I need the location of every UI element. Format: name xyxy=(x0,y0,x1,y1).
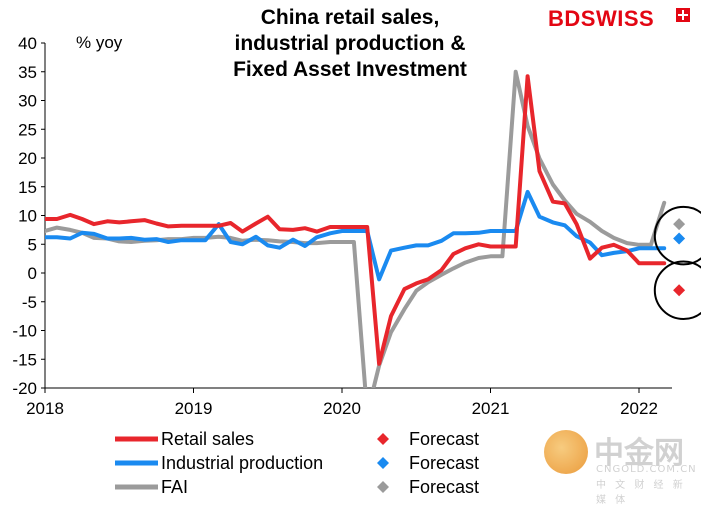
forecast-marker-fai xyxy=(673,218,686,231)
chart-title-line: industrial production & xyxy=(235,32,466,55)
x-tick-label: 2020 xyxy=(323,399,361,418)
y-tick-label: -15 xyxy=(12,350,37,369)
series-line-retail xyxy=(45,74,667,366)
chart-title-line: China retail sales, xyxy=(261,6,440,29)
legend-forecast-label-fai: Forecast xyxy=(409,477,479,497)
y-tick-label: 40 xyxy=(18,34,37,53)
x-tick-label: 2022 xyxy=(620,399,658,418)
watermark: 中金网 CNGOLD.COM.CN 中 文 财 经 新 媒 体 xyxy=(540,424,698,506)
x-tick-label: 2019 xyxy=(175,399,213,418)
x-tick-label: 2021 xyxy=(472,399,510,418)
y-tick-label: 20 xyxy=(18,149,37,168)
y-tick-label: -5 xyxy=(22,293,37,312)
y-tick-label: -20 xyxy=(12,379,37,398)
forecast-marker-retail xyxy=(673,284,686,297)
series-group xyxy=(45,69,667,388)
legend: Retail sales Forecast Industrial productio… xyxy=(115,429,479,497)
legend-forecast-marker-retail xyxy=(377,433,389,445)
y-tick-label: -10 xyxy=(12,322,37,341)
legend-forecast-marker-fai xyxy=(377,481,389,493)
watermark-cn: 中金网 xyxy=(594,436,684,471)
brand-swiss: SWISS xyxy=(580,6,655,31)
y-tick-label: 30 xyxy=(18,92,37,111)
annotations xyxy=(653,205,701,320)
chart-title-line: Fixed Asset Investment xyxy=(233,58,467,81)
annotation-circle xyxy=(653,205,701,266)
legend-forecast-label-industrial: Forecast xyxy=(409,453,479,473)
swiss-cross-icon xyxy=(676,8,690,22)
y-axis-label: % yoy xyxy=(76,33,123,52)
y-tick-label: 15 xyxy=(18,178,37,197)
annotation-circle xyxy=(653,260,701,320)
watermark-sub: 中 文 财 经 新 媒 体 xyxy=(596,480,686,506)
chart-title: China retail sales, industrial production… xyxy=(233,6,467,81)
legend-label-industrial: Industrial production xyxy=(161,453,323,473)
legend-label-fai: FAI xyxy=(161,477,188,497)
y-tick-label: 5 xyxy=(28,235,37,254)
y-tick-label: 10 xyxy=(18,207,37,226)
y-tick-label: 25 xyxy=(18,120,37,139)
gold-coin-icon xyxy=(544,430,588,474)
series-line-fai xyxy=(45,69,667,388)
y-tick-label: 0 xyxy=(28,264,37,283)
legend-forecast-label-retail: Forecast xyxy=(409,429,479,449)
series-line-industrial xyxy=(45,189,667,282)
legend-forecast-marker-industrial xyxy=(377,457,389,469)
watermark-en: CNGOLD.COM.CN xyxy=(596,464,697,475)
brand-bd: BD xyxy=(548,6,581,31)
forecast-marker-industrial xyxy=(673,232,686,245)
legend-label-retail: Retail sales xyxy=(161,429,254,449)
brand-logo: BDSWISS xyxy=(548,6,654,32)
x-tick-label: 2018 xyxy=(26,399,64,418)
y-tick-label: 35 xyxy=(18,63,37,82)
